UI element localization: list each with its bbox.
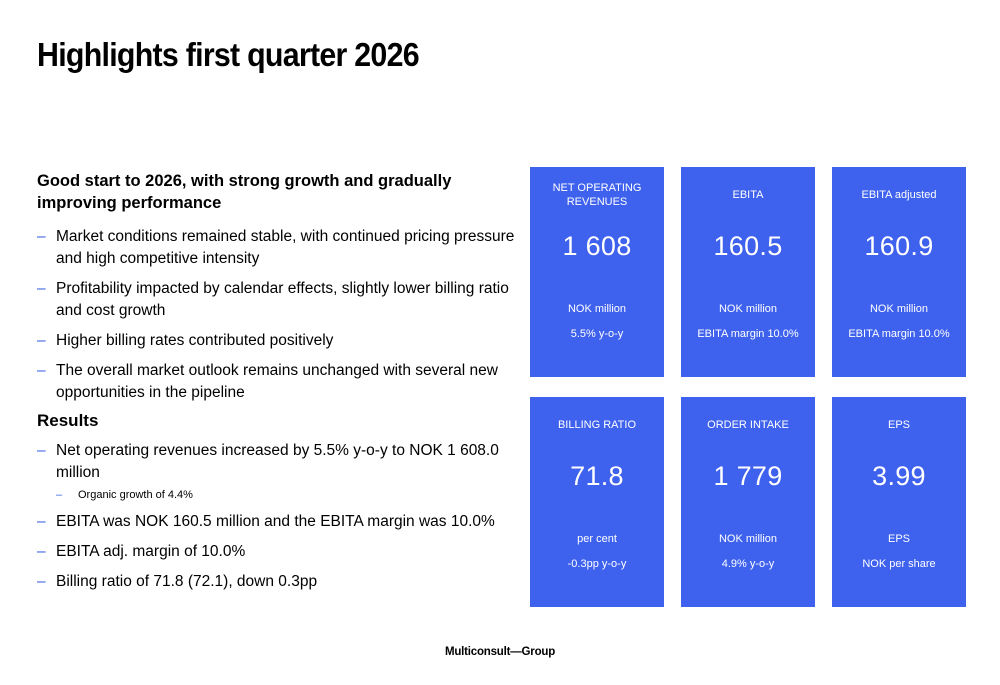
list-item: – Higher billing rates contributed positi… (37, 330, 517, 352)
dash-marker: – (37, 442, 46, 459)
dash-marker: – (37, 280, 46, 297)
kpi-value: 160.9 (864, 231, 934, 261)
kpi-grid: NET OPERATING REVENUES 1 608 NOK million… (530, 167, 966, 608)
kpi-label: EBITA (732, 189, 764, 201)
list-item: – Net operating revenues increased by 5.5… (37, 440, 517, 503)
kpi-card-net-operating-revenues: NET OPERATING REVENUES 1 608 NOK million… (530, 167, 664, 377)
list-item: – Billing ratio of 71.8 (72.1), down 0.3p… (37, 571, 517, 593)
dash-marker: – (56, 489, 63, 501)
kpi-change: 5.5% y-o-y (570, 328, 624, 340)
kpi-unit: NOK million (869, 303, 929, 315)
list-item: – Profitability impacted by calendar effe… (37, 280, 509, 319)
kpi-change: 4.9% y-o-y (721, 558, 775, 570)
dash-marker: – (37, 513, 46, 530)
list-item: – Market conditions remained stable, with… (37, 228, 515, 267)
kpi-card-billing-ratio: BILLING RATIO 71.8 per cent -0.3pp y-o-y (530, 397, 664, 607)
kpi-label: ORDER INTAKE (707, 419, 789, 431)
kpi-unit: NOK million (718, 303, 778, 315)
kpi-change: EBITA margin 10.0% (697, 328, 799, 340)
highlight-list: – Market conditions remained stable, with… (37, 226, 517, 404)
kpi-unit: NOK million (718, 533, 778, 545)
kpi-label: BILLING RATIO (557, 419, 637, 431)
dash-marker: – (37, 543, 46, 560)
dash-marker: – (37, 332, 46, 349)
dash-marker: – (37, 228, 46, 245)
list-item: – EBITA adj. margin of 10.0% (37, 541, 517, 563)
intro-heading: Good start to 2026, with strong growth a… (37, 172, 452, 212)
kpi-change: NOK per share (862, 558, 936, 570)
kpi-unit: per cent (577, 533, 617, 545)
kpi-label: EPS (887, 419, 910, 431)
sub-list-item: – Organic growth of 4.4% (56, 489, 193, 501)
kpi-value: 160.5 (713, 231, 783, 261)
dash-marker: – (37, 573, 46, 590)
list-item: – EBITA was NOK 160.5 million and the EBI… (37, 511, 517, 533)
list-item: – The overall market outlook remains unch… (37, 362, 498, 401)
sub-list: – Organic growth of 4.4% (56, 488, 517, 503)
footer-brand: Multiconsult—Group (444, 646, 556, 658)
kpi-change: -0.3pp y-o-y (567, 558, 627, 570)
page-title: Highlights first quarter 2026 (37, 36, 420, 73)
kpi-card-order-intake: ORDER INTAKE 1 779 NOK million 4.9% y-o-… (681, 397, 815, 607)
kpi-unit: EPS (887, 533, 910, 545)
dash-marker: – (37, 362, 46, 379)
kpi-card-eps: EPS 3.99 EPS NOK per share (832, 397, 966, 607)
kpi-change: EBITA margin 10.0% (848, 328, 950, 340)
kpi-card-ebita-adjusted: EBITA adjusted 160.9 NOK million EBITA m… (832, 167, 966, 377)
results-heading: Results (37, 411, 99, 430)
kpi-value: 1 779 (713, 461, 783, 491)
kpi-label: NET OPERATING REVENUES (552, 182, 642, 208)
kpi-unit: NOK million (567, 303, 627, 315)
kpi-value: 1 608 (562, 231, 632, 261)
kpi-card-ebita: EBITA 160.5 NOK million EBITA margin 10.… (681, 167, 815, 377)
kpi-label: EBITA adjusted (861, 189, 937, 201)
results-list: – Net operating revenues increased by 5.5… (37, 440, 517, 593)
kpi-value: 3.99 (872, 461, 926, 491)
highlights-text: Good start to 2026, with strong growth a… (37, 170, 517, 601)
kpi-value: 71.8 (570, 461, 624, 491)
